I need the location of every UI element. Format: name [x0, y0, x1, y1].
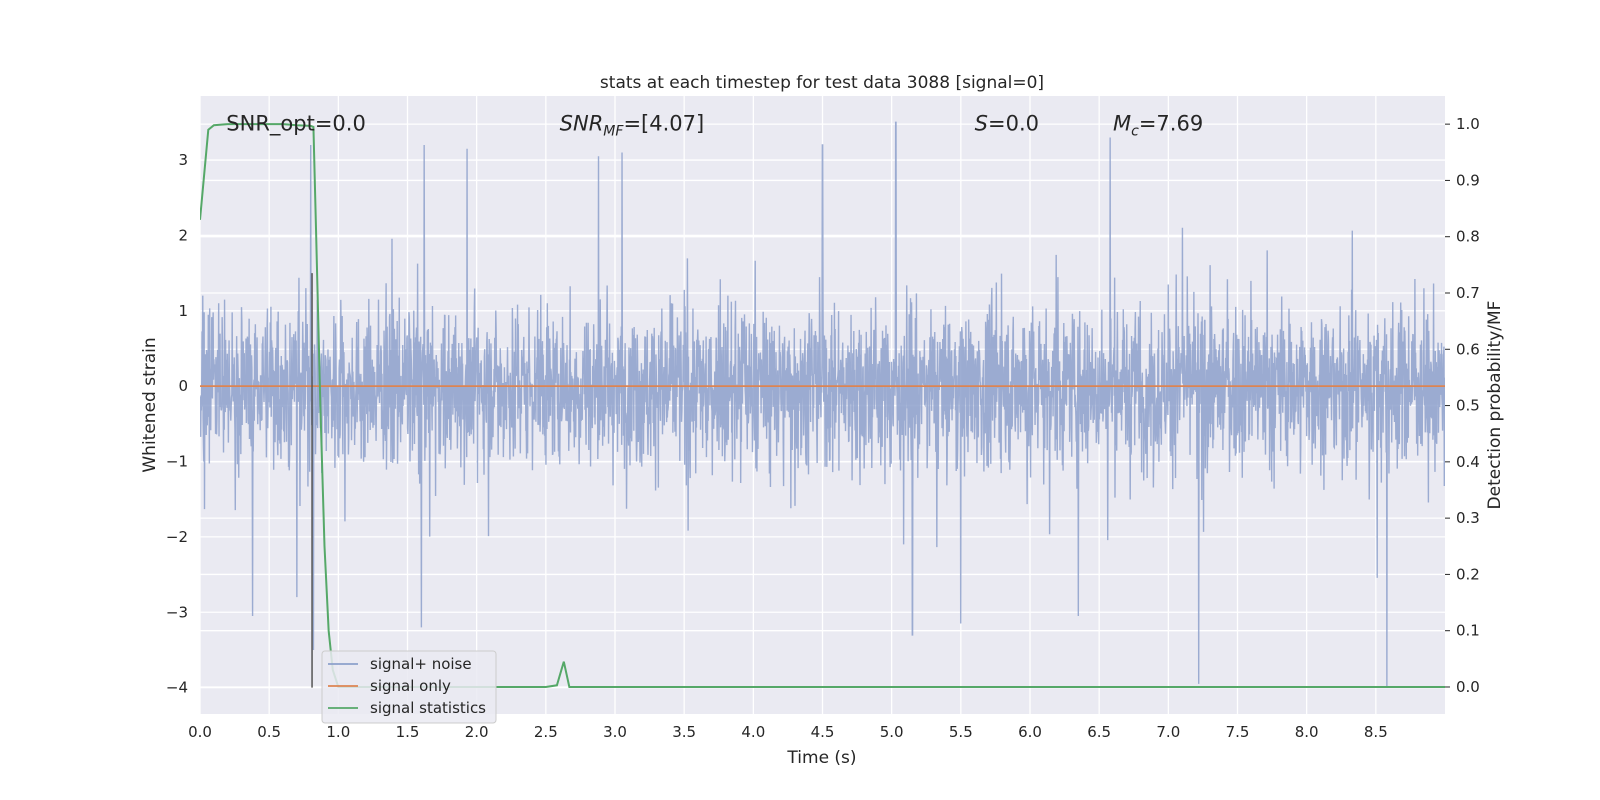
y-tick-label: −4	[166, 679, 188, 697]
grid	[199, 96, 1445, 714]
y-tick-label: 1	[178, 302, 188, 320]
x-tick-label: 8.5	[1364, 723, 1388, 741]
x-tick-label: 3.0	[603, 723, 627, 741]
y-right-tick-label: 0.8	[1456, 228, 1480, 246]
y-tick-label: 2	[178, 226, 188, 244]
y-right-tick-label: 0.2	[1456, 565, 1480, 583]
x-tick-label: 2.5	[534, 723, 558, 741]
annotation: SNRMF=[4.07]	[560, 111, 705, 139]
y-right-tick-label: 0.3	[1456, 509, 1480, 527]
annotation: SNR_opt=0.0	[226, 111, 366, 136]
legend: signal+ noise signal only signal statist…	[321, 650, 497, 724]
x-tick-label: 6.5	[1087, 723, 1111, 741]
series-layer	[200, 121, 1445, 688]
legend-box	[321, 650, 497, 724]
annotation: S=0.0	[975, 111, 1039, 135]
x-tick-label: 1.5	[396, 723, 420, 741]
x-tick-label: 3.5	[672, 723, 696, 741]
y-right-tick-label: 0.7	[1456, 284, 1480, 302]
y-tick-label: −2	[166, 528, 188, 546]
y-right-tick-label: 0.1	[1456, 622, 1480, 640]
annotations: SNR_opt=0.0 SNRMF=[4.07] S=0.0 Mc=7.69	[226, 111, 1203, 139]
y-right-tick-label: 0.6	[1456, 340, 1480, 358]
y-right-tick-label: 0.0	[1456, 678, 1480, 696]
legend-label-signal-noise: signal+ noise	[370, 655, 472, 673]
x-tick-label: 7.5	[1226, 723, 1250, 741]
x-tick-label: 5.0	[880, 723, 904, 741]
series-signal-statistics	[200, 123, 1445, 688]
y-right-tick-label: 0.5	[1456, 397, 1480, 415]
x-tick-label: 0.0	[188, 723, 212, 741]
y-right-tick-label: 1.0	[1456, 115, 1480, 133]
x-tick-label: 4.0	[741, 723, 765, 741]
x-tick-label: 0.5	[257, 723, 281, 741]
x-tick-label: 7.0	[1156, 723, 1180, 741]
series-signal-noise	[200, 121, 1445, 688]
tick-labels: 0.0 0.5 1.0 1.5 2.0 2.5 3.0 3.5 4.0 4.5 5.0 5.5 6.0 6…	[166, 115, 1480, 741]
y-right-tick-label: 0.4	[1456, 453, 1480, 471]
y-axis-label: Whitened strain	[140, 337, 160, 472]
y-tick-label: −3	[166, 603, 188, 621]
legend-label-signal-only: signal only	[370, 677, 451, 695]
x-tick-label: 5.5	[949, 723, 973, 741]
x-tick-label: 2.0	[465, 723, 489, 741]
y-tick-label: −1	[166, 453, 188, 471]
y-axis-right-label: Detection probability/MF	[1485, 301, 1505, 510]
x-tick-label: 4.5	[811, 723, 835, 741]
legend-label-signal-statistics: signal statistics	[370, 699, 486, 717]
x-tick-label: 6.0	[1018, 723, 1042, 741]
x-axis-label: Time (s)	[786, 748, 856, 768]
annotation: Mc=7.69	[1113, 111, 1203, 139]
chart-title: stats at each timestep for test data 308…	[600, 73, 1044, 93]
y-tick-label: 0	[178, 377, 188, 395]
x-tick-label: 8.0	[1295, 723, 1319, 741]
y-tick-label: 3	[178, 151, 188, 169]
x-tick-label: 1.0	[326, 723, 350, 741]
y-right-tick-label: 0.9	[1456, 171, 1480, 189]
